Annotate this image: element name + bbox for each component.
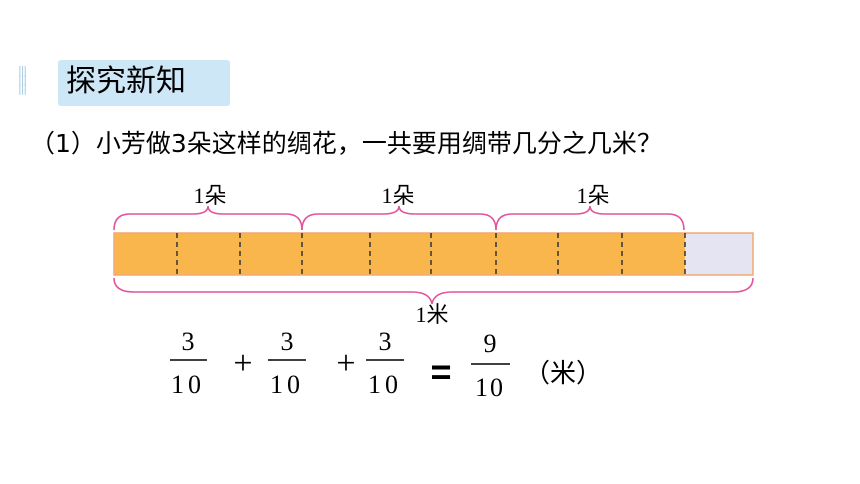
fraction-2-numerator: 3	[281, 327, 294, 356]
fraction-1-numerator: 3	[182, 327, 195, 356]
brace-flower-3	[495, 205, 685, 231]
brace-total	[113, 277, 754, 305]
question-text: （1）小芳做3朵这样的绸花，一共要用绸带几分之几米？	[30, 129, 662, 158]
fraction-3-numerator: 3	[379, 327, 392, 356]
fraction-1-denominator: 10	[171, 370, 205, 399]
equals-sign: =	[430, 351, 451, 392]
ribbon-outline	[113, 232, 754, 276]
plus-sign-1: +	[233, 345, 252, 382]
badge-decoration-icon: ||| ||| |||	[18, 64, 27, 95]
fraction-2-denominator: 10	[270, 370, 304, 399]
brace-flower-1	[113, 205, 303, 231]
fraction-3-denominator: 10	[368, 370, 402, 399]
ribbon-shaded	[114, 233, 685, 275]
plus-sign-2: +	[336, 345, 355, 382]
label-flower-3: 1朵	[576, 183, 609, 208]
result-denominator: 10	[475, 373, 505, 402]
section-title: 探究新知	[66, 64, 186, 99]
label-flower-1: 1朵	[193, 183, 226, 208]
result-numerator: 9	[484, 329, 497, 358]
ribbon-unshaded	[685, 233, 753, 275]
equation: 3 10 + 3 10 + 3 10 = 9 10	[170, 327, 510, 402]
brace-flower-2	[301, 205, 497, 231]
section-badge	[58, 60, 230, 106]
label-flower-2: 1朵	[381, 183, 414, 208]
label-total: 1米	[415, 302, 448, 327]
ribbon-dividers	[176, 233, 686, 275]
unit-label: （米）	[524, 359, 603, 389]
